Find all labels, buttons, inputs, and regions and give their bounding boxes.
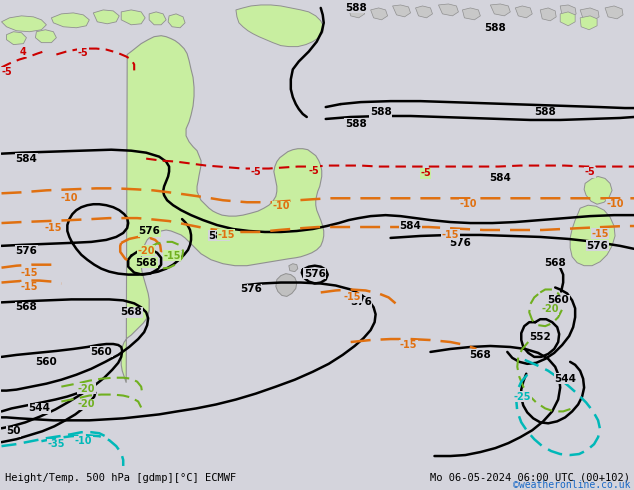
Polygon shape (1, 16, 46, 32)
Text: ©weatheronline.co.uk: ©weatheronline.co.uk (512, 480, 630, 490)
Polygon shape (605, 6, 623, 19)
Polygon shape (490, 4, 510, 16)
Polygon shape (6, 32, 27, 45)
Polygon shape (121, 10, 145, 25)
Text: -15: -15 (400, 340, 417, 350)
Text: 588: 588 (534, 107, 556, 117)
Text: Height/Temp. 500 hPa [gdmp][°C] ECMWF: Height/Temp. 500 hPa [gdmp][°C] ECMWF (6, 473, 236, 483)
Text: -20: -20 (541, 304, 559, 314)
Text: 568: 568 (135, 258, 157, 268)
Text: -35: -35 (48, 439, 65, 449)
Polygon shape (93, 10, 119, 24)
Text: 568: 568 (470, 350, 491, 360)
Text: -5: -5 (1, 67, 12, 77)
Polygon shape (149, 12, 166, 25)
Text: -5: -5 (585, 168, 595, 177)
Text: 588: 588 (345, 3, 366, 13)
Text: -15: -15 (344, 293, 361, 302)
Text: 560: 560 (91, 347, 112, 357)
Text: -25: -25 (514, 392, 531, 401)
Text: 552: 552 (529, 332, 551, 342)
Text: -10: -10 (606, 199, 624, 209)
Polygon shape (515, 6, 532, 18)
Text: 588: 588 (484, 23, 506, 33)
Polygon shape (580, 16, 597, 30)
Polygon shape (236, 5, 324, 47)
Text: -15: -15 (21, 268, 38, 278)
Text: 4: 4 (20, 47, 27, 56)
Text: 568: 568 (16, 302, 37, 312)
Text: 576: 576 (15, 246, 37, 256)
Text: 584: 584 (15, 154, 37, 164)
Text: -20: -20 (77, 384, 95, 393)
Polygon shape (560, 12, 575, 26)
Polygon shape (289, 264, 298, 271)
Text: -10: -10 (272, 201, 290, 211)
Text: 568: 568 (545, 258, 566, 268)
Text: 576: 576 (304, 269, 326, 279)
Polygon shape (392, 5, 411, 17)
Text: -20: -20 (138, 246, 155, 256)
Polygon shape (36, 30, 56, 43)
Polygon shape (580, 8, 599, 21)
Polygon shape (560, 5, 576, 18)
Text: 576: 576 (350, 297, 372, 307)
Text: -15: -15 (442, 230, 459, 240)
Text: -10: -10 (61, 193, 78, 203)
Text: -15: -15 (21, 283, 38, 293)
Text: -10: -10 (460, 199, 477, 209)
Polygon shape (439, 4, 458, 16)
Text: -20: -20 (77, 399, 95, 410)
Text: -10: -10 (75, 436, 92, 446)
Text: 560: 560 (36, 357, 57, 367)
Polygon shape (276, 273, 297, 296)
Text: 50: 50 (6, 426, 21, 436)
Text: 584: 584 (208, 231, 230, 241)
Text: -15: -15 (217, 230, 235, 240)
Text: -5: -5 (250, 168, 261, 177)
Text: 576: 576 (450, 238, 471, 248)
Text: -5: -5 (78, 48, 89, 57)
Text: 588: 588 (370, 107, 391, 117)
Text: -15: -15 (164, 251, 181, 261)
Polygon shape (462, 8, 481, 20)
Text: 560: 560 (547, 295, 569, 305)
Polygon shape (415, 6, 432, 18)
Polygon shape (168, 14, 185, 28)
Polygon shape (540, 8, 556, 21)
Text: 576: 576 (138, 226, 160, 236)
Text: 568: 568 (120, 307, 142, 318)
Text: 584: 584 (489, 173, 511, 183)
Text: 584: 584 (399, 221, 422, 231)
Polygon shape (584, 176, 612, 204)
Text: 544: 544 (554, 374, 576, 384)
Text: -15: -15 (44, 223, 62, 233)
Text: Mo 06-05-2024 06:00 UTC (00+102): Mo 06-05-2024 06:00 UTC (00+102) (430, 473, 630, 483)
Text: -5: -5 (308, 166, 319, 175)
Polygon shape (371, 8, 387, 20)
Text: -5: -5 (420, 169, 431, 178)
Polygon shape (51, 13, 89, 28)
Text: -15: -15 (592, 229, 609, 239)
Text: 544: 544 (29, 403, 51, 414)
Polygon shape (121, 36, 324, 383)
Text: 576: 576 (586, 241, 608, 251)
Polygon shape (349, 6, 365, 18)
Polygon shape (570, 205, 615, 266)
Text: 588: 588 (345, 119, 366, 129)
Text: 576: 576 (240, 285, 262, 294)
